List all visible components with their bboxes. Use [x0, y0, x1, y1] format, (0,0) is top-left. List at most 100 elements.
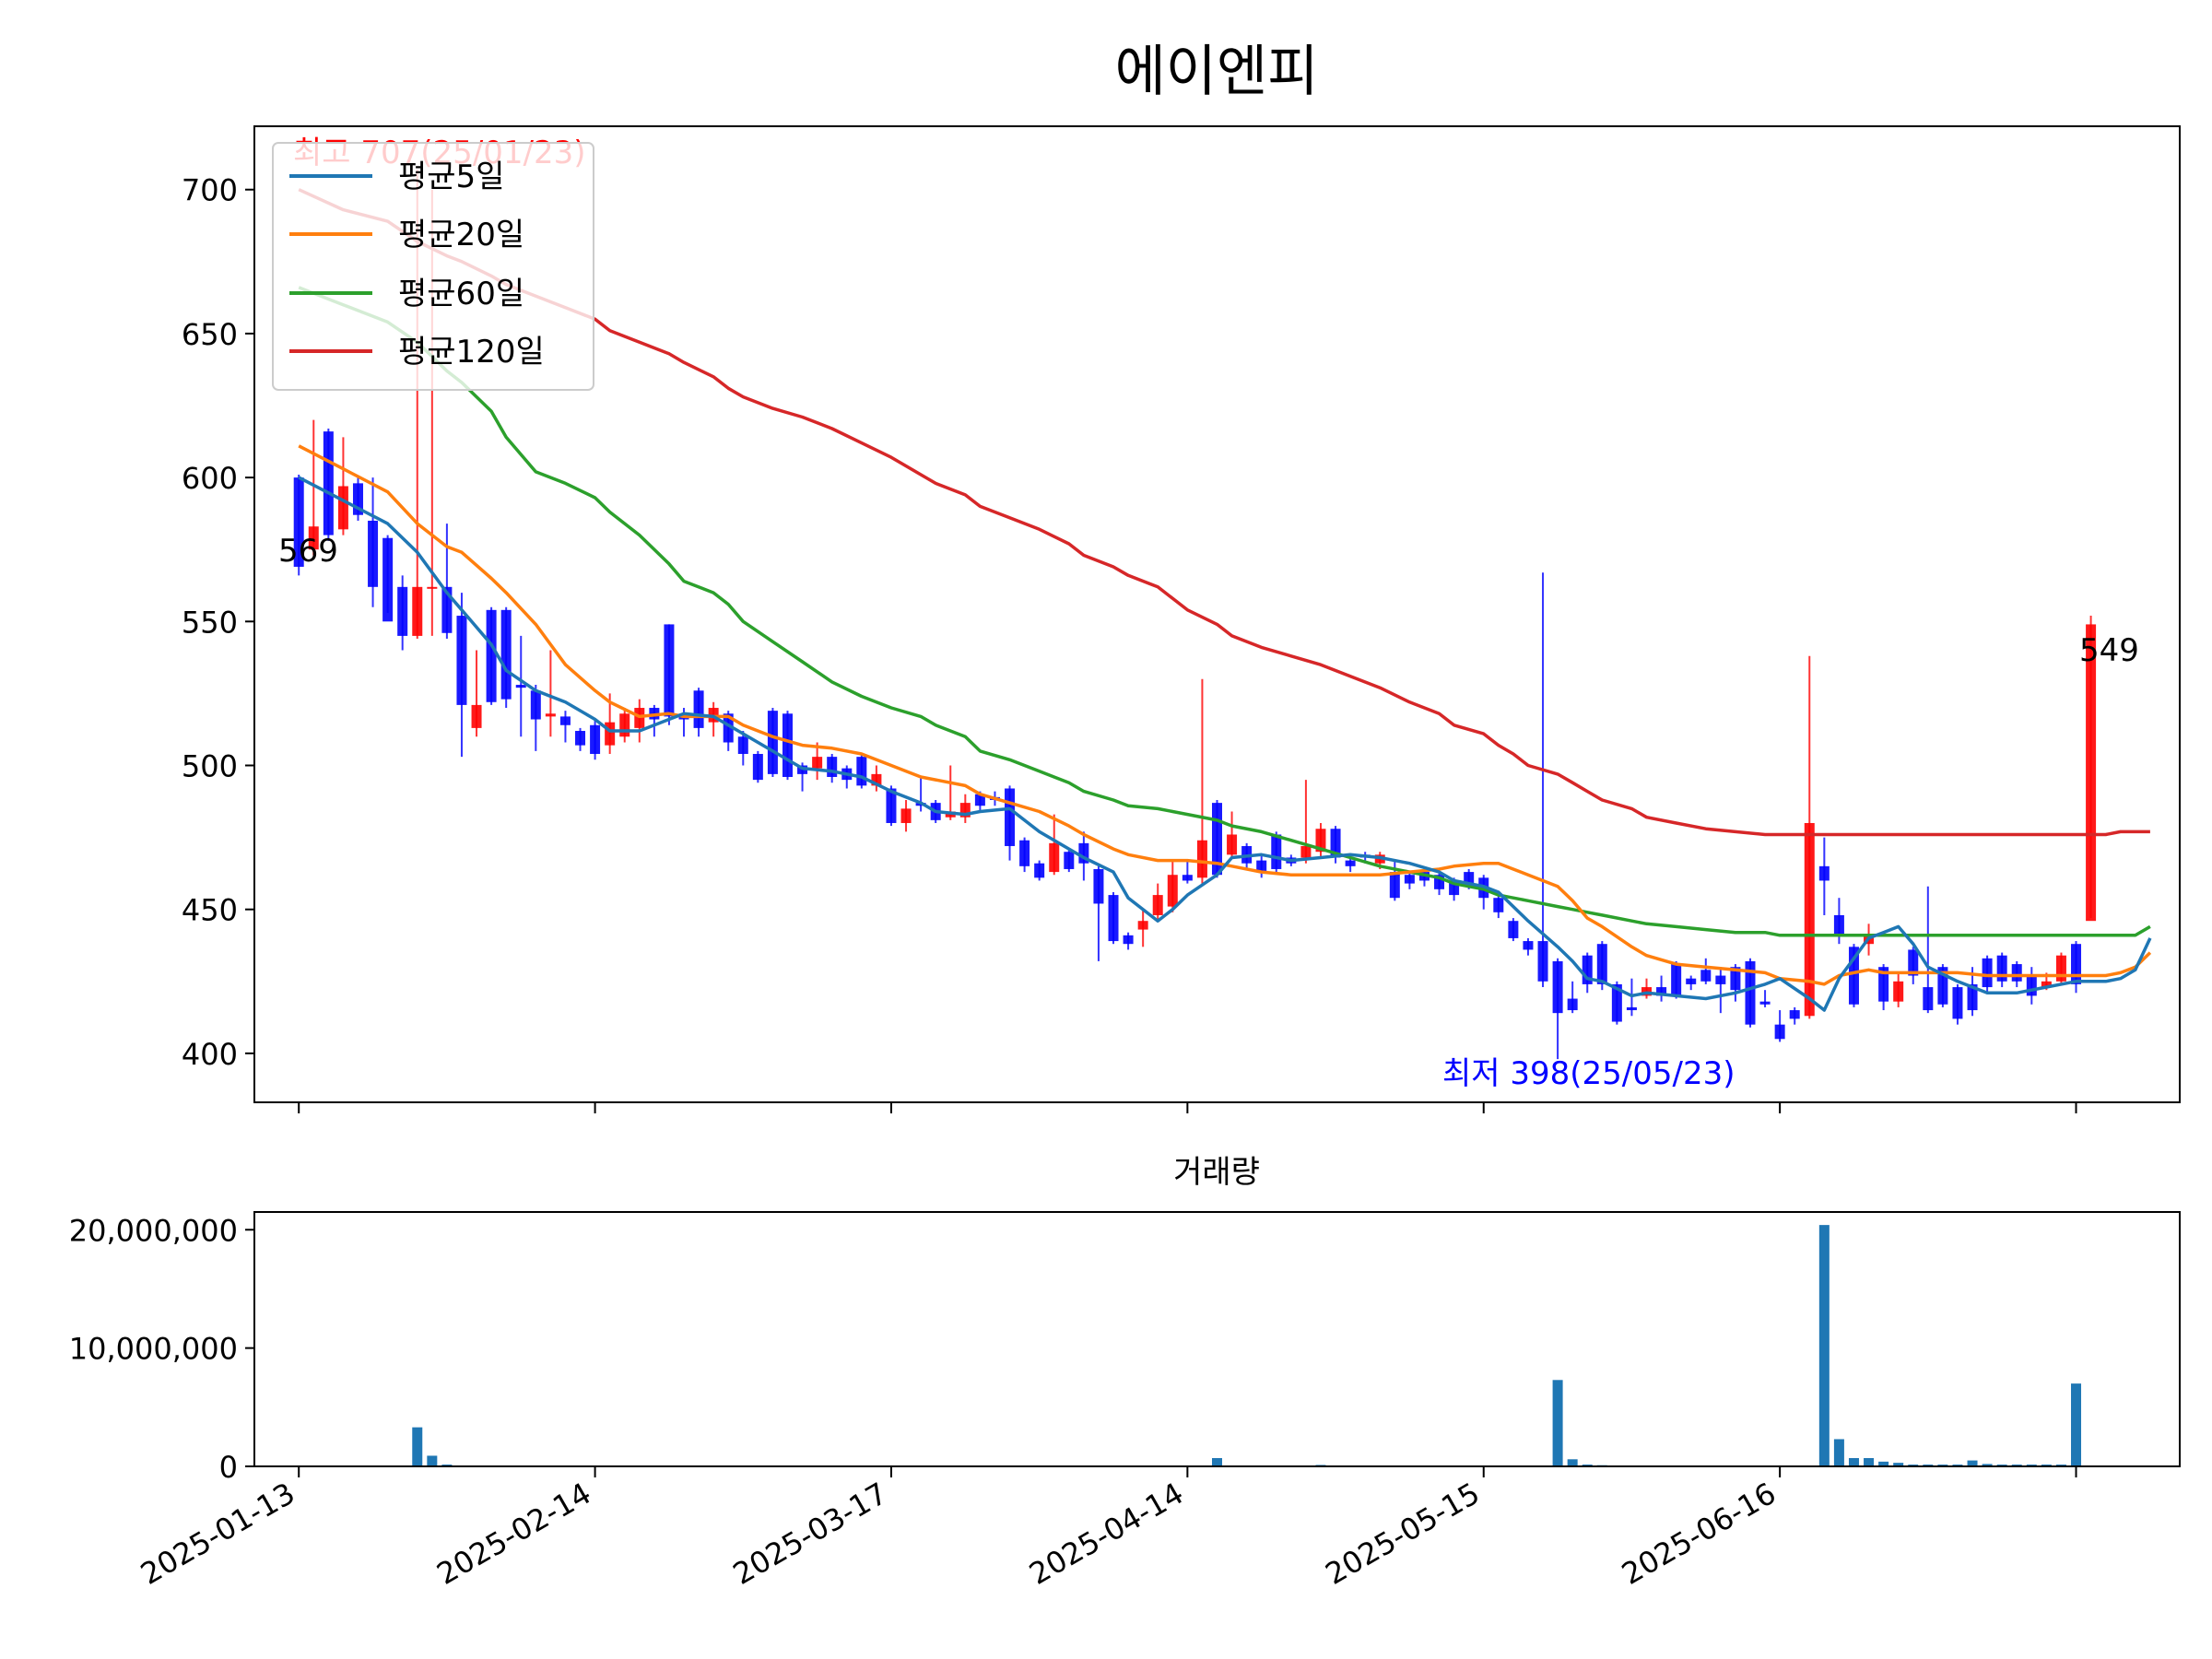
candle-body [1715, 975, 1726, 984]
candle-body [1508, 921, 1519, 938]
candle-body [782, 713, 793, 777]
candle-body [1537, 941, 1548, 982]
ma5-line [298, 476, 2152, 1012]
candle-body [427, 586, 438, 589]
candle-body [1093, 868, 1104, 904]
candle-body [323, 431, 334, 535]
chart-title: 에이엔피 [1115, 40, 1319, 104]
candle-body [1108, 895, 1119, 942]
candle-body [1449, 880, 1460, 896]
y-tick-label: 400 [182, 1037, 238, 1072]
candle-body [1774, 1024, 1785, 1040]
candle-body [1804, 822, 1815, 1017]
candle-body [1464, 872, 1475, 884]
candle-body [1078, 842, 1089, 864]
candle-body [827, 757, 838, 777]
candle-body [767, 711, 778, 774]
last-close-label: 549 [2079, 632, 2139, 669]
candle-body [1996, 955, 2007, 982]
candle-body [456, 616, 467, 705]
candle-body [752, 754, 763, 781]
candle-body [664, 624, 675, 717]
candle-body [619, 713, 630, 737]
candle-body [2011, 964, 2022, 982]
candle-body [486, 609, 497, 702]
candle-body [1567, 998, 1578, 1011]
candle-body [1005, 788, 1016, 846]
candle-body [1523, 941, 1534, 950]
legend-label-ma60: 평균60일 [398, 276, 524, 312]
candle-body [590, 724, 601, 755]
volume-bar [1833, 1439, 1844, 1466]
candle-body [1404, 875, 1415, 884]
candle-body [1182, 875, 1193, 881]
candle-body [871, 773, 882, 786]
candle-body [1878, 967, 1889, 1002]
volume-bar [1864, 1458, 1875, 1466]
volume-panel-frame [253, 1211, 2181, 1467]
candle-body [1064, 852, 1075, 869]
ma120-line [298, 188, 2150, 837]
candle-body [530, 690, 541, 720]
candle-body [368, 520, 379, 587]
candle-body [545, 713, 556, 717]
volume-bar [1982, 1464, 1993, 1466]
candle-body [1745, 960, 1756, 1025]
first-close-label: 569 [278, 533, 338, 570]
candle-body [1686, 978, 1697, 984]
low-price-annotation: 최저 398(25/05/23) [1442, 1055, 1735, 1092]
volume-bar [1878, 1461, 1889, 1466]
candle-body [352, 483, 363, 515]
candle-body [1656, 987, 1667, 996]
legend-label-ma120: 평균120일 [398, 334, 545, 371]
price-panel-frame [253, 125, 2181, 1103]
y-tick-label: 550 [182, 605, 238, 640]
candle-body [441, 586, 453, 633]
volume-bar [412, 1427, 423, 1466]
volume-bar [1967, 1460, 1978, 1466]
volume-y-tick-label: 10,000,000 [69, 1332, 238, 1367]
candle-body [693, 690, 704, 728]
volume-bar [2071, 1383, 2082, 1466]
candle-body [1937, 967, 1948, 1005]
candle-body [1611, 983, 1622, 1022]
candle-body [1227, 834, 1238, 855]
candle-body [1789, 1010, 1800, 1019]
candle-body [1893, 981, 1904, 1002]
candle-body [900, 808, 912, 823]
candle-body [2086, 624, 2097, 922]
legend-label-ma20: 평균20일 [398, 217, 524, 253]
candle-body [1271, 834, 1282, 869]
ma20-line [298, 444, 2152, 986]
volume-bar [1567, 1459, 1578, 1466]
candle-body [1256, 860, 1267, 873]
candle-body [575, 731, 586, 746]
candle-body [500, 609, 512, 700]
volume-bar [1893, 1463, 1904, 1466]
candle-body [1212, 803, 1222, 876]
legend: 평균5일 평균20일 평균60일 평균120일 [272, 142, 594, 391]
candle-body [1196, 840, 1207, 878]
y-tick-label: 600 [182, 461, 238, 496]
volume-bar [1212, 1458, 1222, 1466]
candle-body [1582, 955, 1593, 984]
candle-body [1300, 845, 1312, 858]
volume-bar [427, 1455, 438, 1466]
candle-body [471, 704, 482, 728]
candle-body [1982, 958, 1993, 988]
candle-body [1848, 947, 1859, 1005]
candle-body [2041, 981, 2052, 988]
candle-body [723, 713, 734, 743]
candle-body [1730, 967, 1741, 991]
candle-body [2071, 944, 2082, 984]
candle-body [337, 486, 348, 530]
candle-body [886, 788, 897, 823]
candle-body [1167, 875, 1178, 907]
candle-body [1123, 935, 1134, 945]
candle-body [605, 722, 616, 746]
candle-body [974, 794, 985, 806]
candle-body [1152, 895, 1163, 915]
candle-body [412, 586, 423, 636]
candle-body [1019, 840, 1030, 866]
